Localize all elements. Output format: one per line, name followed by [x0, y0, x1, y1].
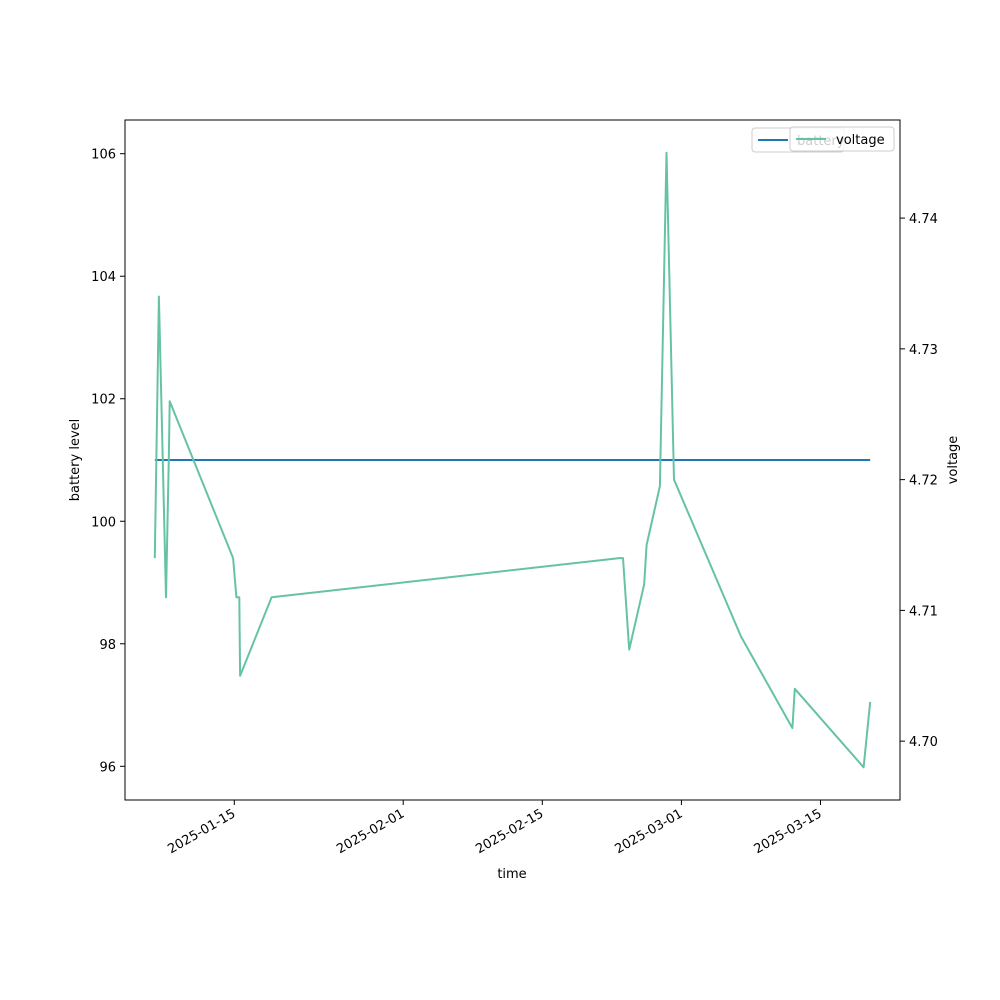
left-tick-label: 102	[91, 393, 116, 408]
left-tick-label: 104	[91, 270, 116, 285]
plot-layer	[153, 151, 872, 769]
right-axis-label: voltage	[946, 436, 961, 485]
legend-voltage-box	[789, 126, 895, 152]
right-tick-label: 4.73	[909, 343, 938, 358]
left-tick-label: 96	[99, 760, 116, 775]
right-tick-label: 4.71	[909, 604, 938, 619]
right-axis-ticks: 4.70 4.71 4.72 4.73 4.74	[900, 212, 938, 750]
left-axis-ticks: 96 98 100 102 104 106	[91, 148, 125, 775]
right-tick-label: 4.72	[909, 474, 938, 489]
left-tick-label: 100	[91, 515, 116, 530]
legend-voltage-label: voltage	[836, 133, 885, 148]
legend-voltage: voltage	[789, 126, 895, 152]
left-tick-label: 98	[99, 638, 116, 653]
right-tick-label: 4.70	[909, 735, 938, 750]
series-line-voltage	[153, 151, 872, 769]
right-tick-label: 4.74	[909, 212, 938, 227]
left-tick-label: 106	[91, 148, 116, 163]
plot-frame	[124, 119, 901, 801]
left-axis-label: battery level	[68, 419, 83, 502]
x-axis-label: time	[497, 867, 526, 882]
